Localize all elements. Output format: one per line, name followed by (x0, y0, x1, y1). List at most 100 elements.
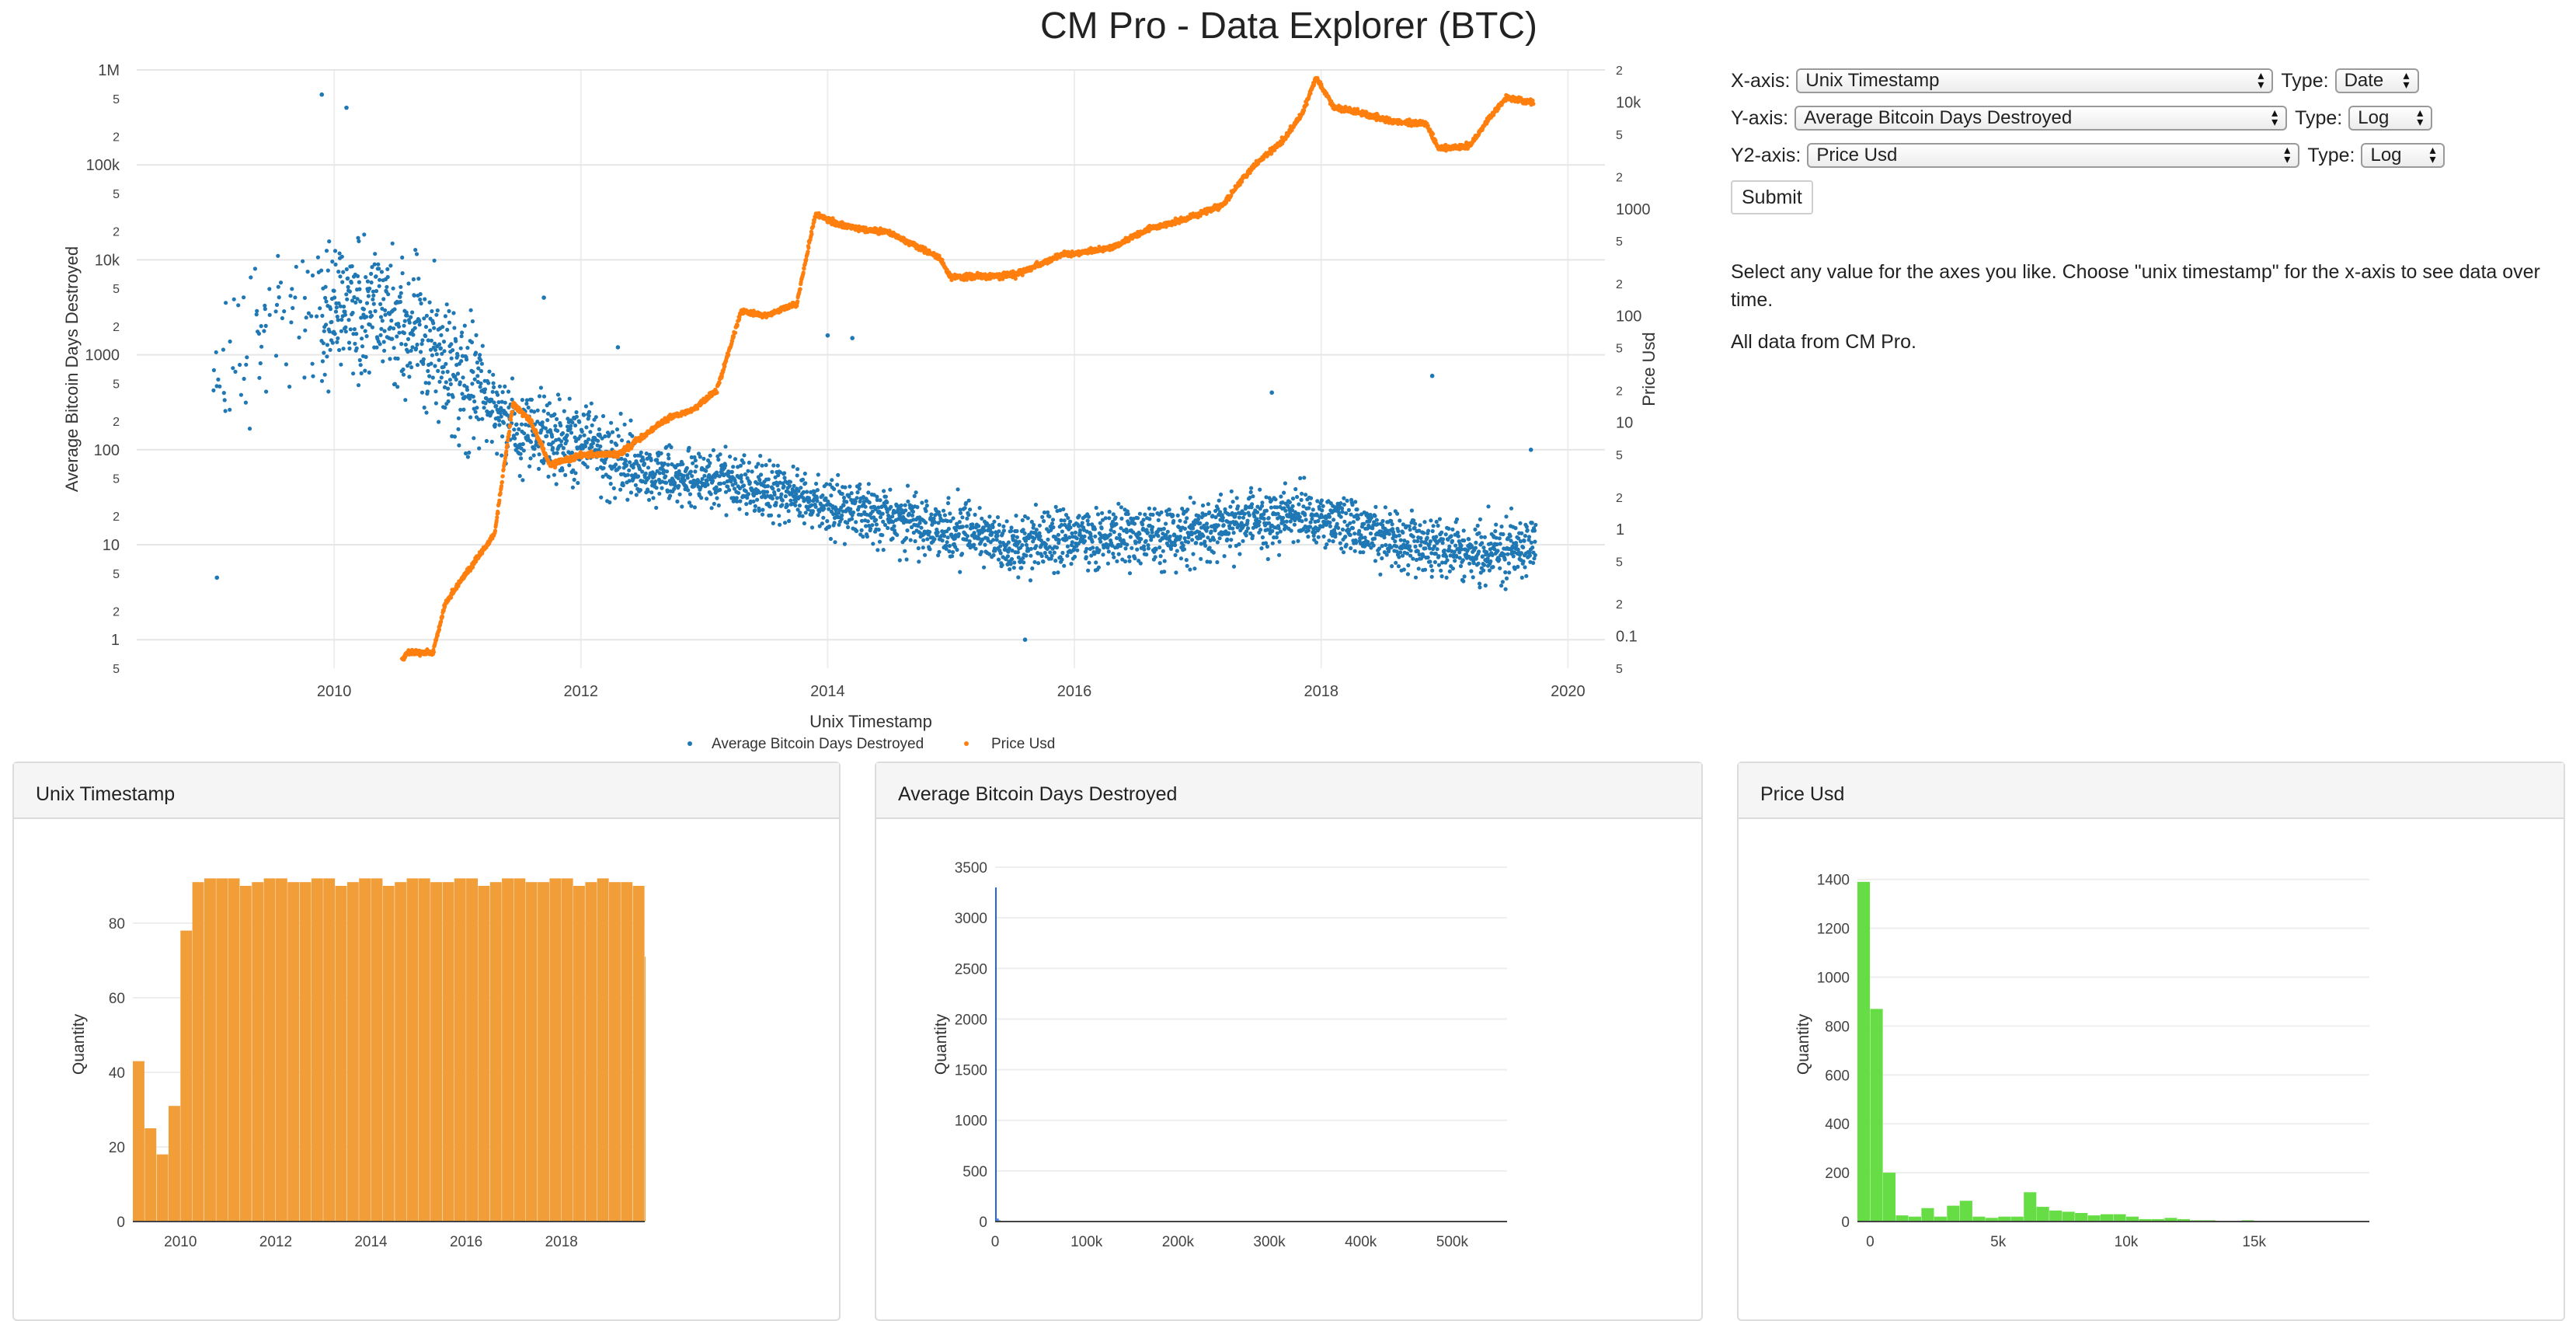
days-destroyed-point (359, 363, 363, 367)
days-destroyed-point (867, 482, 871, 486)
days-destroyed-point (824, 482, 828, 486)
days-destroyed-point (678, 493, 682, 497)
days-destroyed-point (649, 490, 653, 494)
y2-tick-label: 10k (1616, 94, 1641, 111)
days-destroyed-point (577, 420, 581, 424)
days-destroyed-point (771, 486, 775, 490)
days-destroyed-point (1445, 576, 1449, 580)
days-destroyed-point (1173, 553, 1177, 557)
days-destroyed-point (946, 496, 950, 500)
days-destroyed-point (968, 507, 972, 511)
days-destroyed-point (433, 364, 437, 368)
days-destroyed-point (262, 329, 266, 333)
days-destroyed-point (669, 445, 673, 449)
days-destroyed-point (890, 514, 894, 518)
days-destroyed-point (625, 498, 629, 502)
days-destroyed-point (493, 423, 497, 427)
days-destroyed-point (1251, 534, 1255, 538)
days-destroyed-point (421, 362, 425, 366)
days-destroyed-point (411, 333, 415, 336)
days-destroyed-point (655, 486, 659, 490)
days-destroyed-point (616, 345, 621, 350)
days-destroyed-point (991, 538, 995, 542)
days-destroyed-point (829, 493, 833, 497)
days-destroyed-point (1413, 522, 1417, 526)
days-destroyed-point (590, 423, 594, 427)
days-destroyed-point (826, 333, 830, 338)
days-destroyed-point (712, 448, 715, 452)
days-destroyed-point (541, 295, 546, 300)
days-destroyed-point (1444, 532, 1448, 536)
days-destroyed-point (1275, 535, 1279, 539)
days-destroyed-point (344, 106, 349, 110)
days-destroyed-point (467, 451, 471, 455)
days-destroyed-point (1327, 539, 1331, 542)
days-destroyed-point (866, 490, 870, 494)
days-destroyed-point (565, 434, 569, 437)
days-destroyed-point (667, 453, 670, 457)
days-destroyed-point (1504, 514, 1508, 518)
days-destroyed-point (325, 249, 329, 253)
days-destroyed-point (280, 316, 284, 320)
days-destroyed-point (1237, 542, 1241, 546)
days-destroyed-point (1316, 519, 1320, 523)
days-destroyed-point (364, 355, 368, 359)
days-destroyed-point (1267, 516, 1271, 520)
days-destroyed-point (1311, 507, 1315, 511)
days-destroyed-point (456, 354, 460, 357)
days-destroyed-point (1338, 501, 1342, 505)
days-destroyed-point (1328, 525, 1332, 528)
days-destroyed-point (1048, 550, 1052, 554)
days-destroyed-point (1030, 566, 1034, 570)
days-destroyed-point (686, 476, 690, 479)
days-destroyed-point (403, 319, 407, 323)
days-destroyed-point (848, 507, 852, 511)
days-destroyed-point (399, 285, 402, 289)
days-destroyed-point (302, 375, 306, 379)
days-destroyed-point (1216, 540, 1220, 544)
days-destroyed-point (1328, 521, 1332, 525)
days-destroyed-point (771, 497, 775, 500)
days-destroyed-point (214, 576, 219, 580)
days-destroyed-point (1052, 571, 1056, 575)
days-destroyed-point (746, 469, 750, 473)
days-destroyed-point (1128, 571, 1132, 575)
days-destroyed-point (755, 498, 759, 502)
days-destroyed-point (1520, 576, 1524, 580)
days-destroyed-point (357, 383, 360, 387)
days-destroyed-point (1171, 514, 1175, 518)
days-destroyed-point (436, 308, 440, 312)
days-destroyed-point (947, 549, 951, 553)
days-destroyed-point (456, 371, 460, 375)
days-destroyed-point (1375, 518, 1379, 522)
days-destroyed-point (475, 406, 479, 410)
days-destroyed-point (386, 275, 390, 279)
days-destroyed-point (1183, 520, 1187, 524)
days-destroyed-point (1412, 535, 1415, 539)
days-destroyed-point (1285, 520, 1289, 524)
days-destroyed-point (841, 492, 844, 496)
days-destroyed-point (609, 421, 613, 425)
days-destroyed-point (556, 392, 560, 396)
days-destroyed-point (1335, 522, 1339, 526)
days-destroyed-point (1422, 520, 1426, 524)
days-destroyed-point (408, 321, 412, 325)
days-destroyed-point (460, 392, 464, 396)
days-destroyed-point (1291, 504, 1295, 508)
days-destroyed-point (898, 558, 902, 562)
days-destroyed-point (381, 297, 385, 301)
days-destroyed-point (1183, 527, 1187, 531)
days-destroyed-point (431, 321, 435, 325)
days-destroyed-point (574, 410, 578, 414)
days-destroyed-point (433, 259, 437, 263)
days-destroyed-point (544, 427, 548, 430)
y-minor-tick-label: 2 (113, 226, 120, 239)
days-destroyed-point (402, 373, 406, 377)
days-destroyed-point (1397, 555, 1401, 559)
days-destroyed-point (1530, 541, 1533, 545)
days-destroyed-point (364, 275, 367, 279)
days-destroyed-point (861, 535, 865, 539)
days-destroyed-point (1320, 498, 1324, 502)
days-destroyed-point (625, 463, 628, 467)
